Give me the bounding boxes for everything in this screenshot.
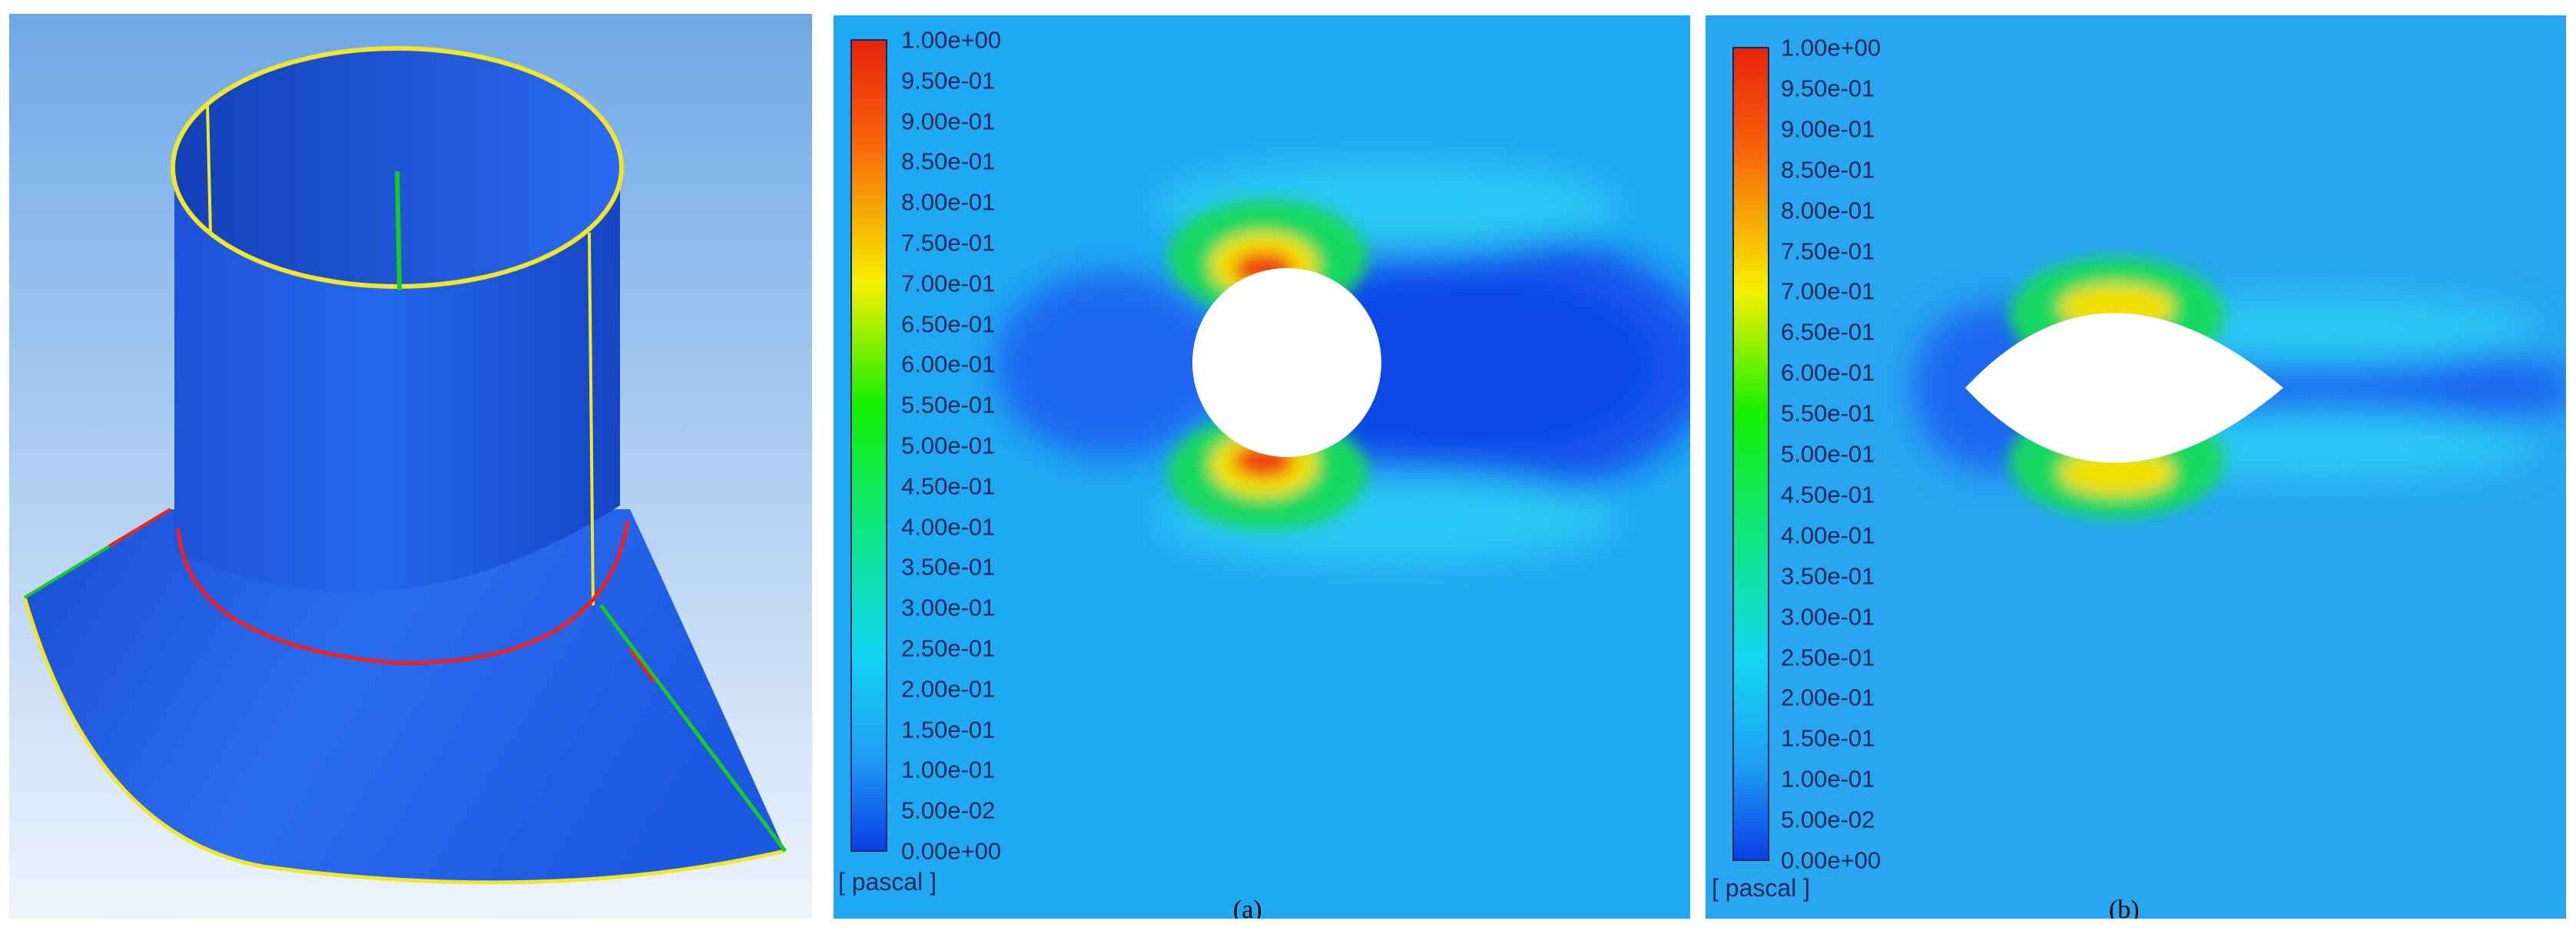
legend-tick: 4.50e-01 (1781, 481, 1875, 508)
legend-tick: 5.00e-01 (901, 432, 996, 459)
color-legend-bar-b (1732, 47, 1769, 861)
legend-tick: 8.00e-01 (1781, 197, 1875, 224)
axis-line (395, 171, 402, 291)
contour-panel-a: 1.00e+00 9.50e-01 9.00e-01 8.50e-01 8.00… (834, 15, 1690, 919)
geometry-model-drawing (9, 14, 812, 919)
panel-caption-a: (a) (1233, 896, 1262, 919)
cylinder-inner-wall (173, 48, 622, 286)
seam-line-right (588, 232, 595, 606)
legend-tick: 1.50e-01 (901, 716, 996, 744)
color-legend-bar-a (850, 39, 887, 852)
lower-high-yellow-b (2059, 449, 2174, 495)
legend-tick: 9.50e-01 (901, 67, 996, 94)
legend-tick: 4.50e-01 (901, 472, 996, 500)
contour-panel-b: 1.00e+00 9.50e-01 9.00e-01 8.50e-01 8.00… (1706, 15, 2566, 919)
legend-tick: 1.00e+00 (901, 26, 1002, 54)
seam-line-left (206, 104, 212, 236)
legend-tick: 5.00e-02 (1781, 806, 1875, 833)
legend-unit-label-a: [ pascal ] (838, 868, 937, 896)
legend-tick: 0.00e+00 (1781, 846, 1881, 874)
legend-tick: 4.00e-01 (1781, 522, 1875, 549)
legend-tick: 5.50e-01 (1781, 399, 1875, 427)
legend-tick: 6.00e-01 (901, 350, 996, 378)
legend-tick: 7.50e-01 (1781, 237, 1875, 264)
base-left-edge-red (108, 508, 172, 548)
legend-tick: 5.00e-01 (1781, 440, 1875, 468)
contour-plot-a (834, 15, 1690, 919)
legend-tick: 2.50e-01 (901, 634, 996, 662)
legend-tick: 5.00e-02 (901, 797, 996, 824)
wake-low-zone-b (2182, 346, 2566, 430)
legend-tick: 9.00e-01 (1781, 115, 1875, 143)
panel-caption-b: (b) (2109, 896, 2140, 919)
lens-obstacle (1965, 313, 2283, 463)
legend-tick: 1.50e-01 (1781, 724, 1875, 752)
legend-tick: 2.00e-01 (901, 675, 996, 703)
legend-tick: 1.00e-01 (1781, 765, 1875, 793)
legend-tick: 6.00e-01 (1781, 359, 1875, 386)
base-outer-edge (22, 597, 786, 885)
legend-tick: 3.50e-01 (1781, 562, 1875, 590)
legend-tick: 5.50e-01 (901, 391, 996, 419)
legend-tick: 3.50e-01 (901, 553, 996, 581)
legend-tick: 6.50e-01 (901, 310, 996, 338)
base-right-edge (599, 604, 787, 853)
legend-tick: 8.50e-01 (901, 147, 996, 175)
cylinder-obstacle (1192, 268, 1381, 457)
contour-plot-b (1706, 15, 2566, 919)
upstream-low-zone-a (995, 273, 1225, 457)
legend-tick: 4.00e-01 (901, 513, 996, 541)
legend-tick: 3.00e-01 (1781, 603, 1875, 631)
geometry-model-panel (9, 14, 812, 919)
legend-tick: 0.00e+00 (901, 837, 1002, 865)
legend-tick: 6.50e-01 (1781, 318, 1875, 346)
legend-tick: 3.00e-01 (901, 594, 996, 621)
legend-tick: 7.00e-01 (901, 270, 996, 297)
legend-tick: 9.50e-01 (1781, 75, 1875, 102)
legend-tick-labels-a: 1.00e+00 9.50e-01 9.00e-01 8.50e-01 8.00… (901, 28, 1055, 863)
junction-edge (176, 520, 630, 665)
legend-tick: 1.00e-01 (901, 756, 996, 783)
legend-tick: 2.50e-01 (1781, 644, 1875, 671)
legend-unit-label-b: [ pascal ] (1712, 874, 1811, 902)
legend-tick: 9.00e-01 (901, 108, 996, 135)
legend-tick-labels-b: 1.00e+00 9.50e-01 9.00e-01 8.50e-01 8.00… (1781, 36, 1934, 873)
legend-tick: 7.00e-01 (1781, 277, 1875, 305)
legend-tick: 7.50e-01 (901, 229, 996, 257)
legend-tick: 1.00e+00 (1781, 34, 1881, 61)
legend-tick: 2.00e-01 (1781, 684, 1875, 711)
legend-tick: 8.50e-01 (1781, 156, 1875, 184)
legend-tick: 8.00e-01 (901, 188, 996, 216)
base-right-edge-red (628, 648, 656, 684)
cylinder-surface (174, 167, 620, 592)
